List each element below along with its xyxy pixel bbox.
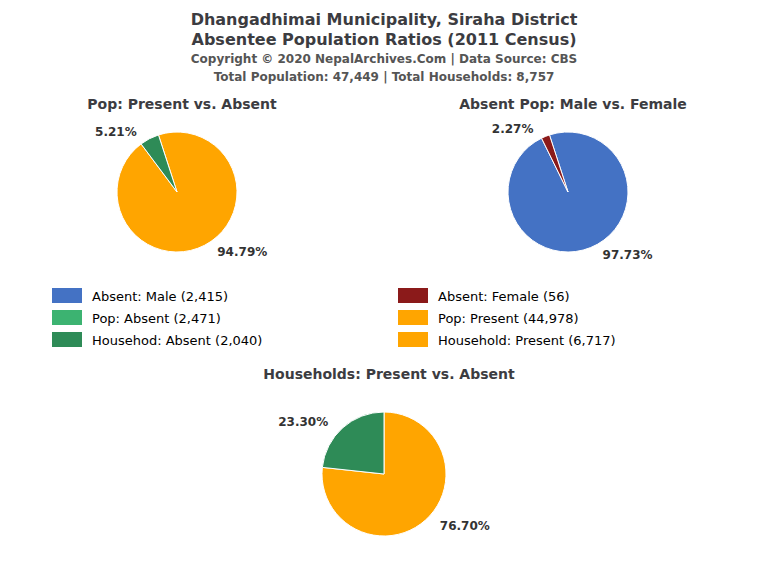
svg-text:Dhangadhimai Municipality, Sir: Dhangadhimai Municipality, Siraha Distri…: [191, 10, 578, 29]
svg-text:Households: Present vs. Absent: Households: Present vs. Absent: [263, 366, 515, 382]
svg-text:94.79%: 94.79%: [217, 245, 267, 259]
svg-text:Total Population: 47,449 | Tot: Total Population: 47,449 | Total Househo…: [214, 70, 555, 84]
svg-text:76.70%: 76.70%: [440, 519, 490, 533]
svg-text:Househod: Absent (2,040): Househod: Absent (2,040): [92, 333, 262, 348]
svg-text:Pop: Absent (2,471): Pop: Absent (2,471): [92, 311, 221, 326]
svg-text:5.21%: 5.21%: [95, 125, 137, 139]
svg-text:Pop: Present (44,978): Pop: Present (44,978): [438, 311, 579, 326]
svg-text:Absent: Female (56): Absent: Female (56): [438, 289, 570, 304]
svg-text:Copyright © 2020 NepalArchives: Copyright © 2020 NepalArchives.Com | Dat…: [191, 52, 577, 66]
svg-text:Pop: Present vs. Absent: Pop: Present vs. Absent: [87, 96, 277, 112]
svg-text:Household: Present (6,717): Household: Present (6,717): [438, 333, 616, 348]
svg-text:Absent: Male (2,415): Absent: Male (2,415): [92, 289, 228, 304]
svg-text:Absent Pop: Male vs. Female: Absent Pop: Male vs. Female: [459, 96, 687, 112]
svg-text:97.73%: 97.73%: [603, 248, 653, 262]
svg-text:Absentee Population Ratios (20: Absentee Population Ratios (2011 Census): [192, 30, 577, 49]
svg-text:2.27%: 2.27%: [492, 122, 534, 136]
svg-text:23.30%: 23.30%: [278, 415, 328, 429]
